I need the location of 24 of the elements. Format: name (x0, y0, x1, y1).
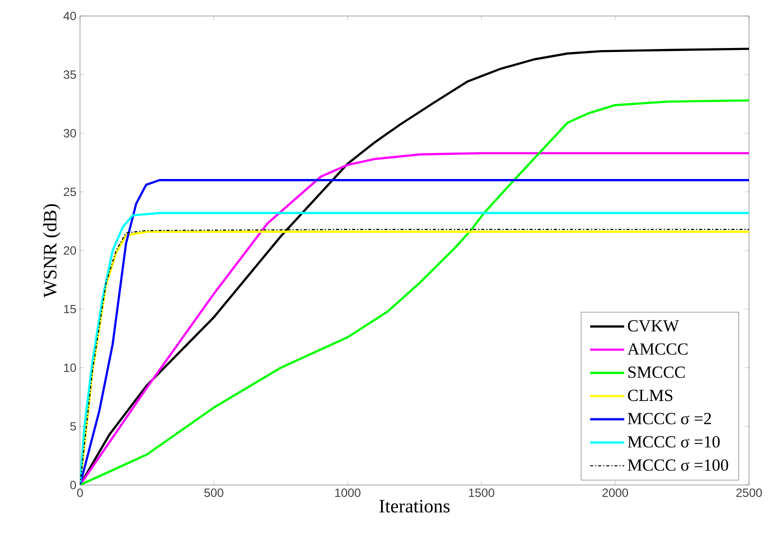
y-tick-label: 10 (64, 364, 76, 372)
y-tick-label: 40 (63, 12, 76, 20)
y-tick-label: 35 (64, 70, 76, 79)
legend-label: CLMS (628, 390, 672, 402)
x-tick-label: 2000 (602, 488, 628, 497)
legend-label: MCCC σ =100 (628, 459, 728, 471)
legend-label: SMCCC (628, 366, 685, 378)
x-tick-label: 1000 (335, 488, 360, 497)
y-tick-label: 0 (70, 480, 76, 490)
y-tick-label: 30 (64, 129, 76, 138)
x-tick-label: 1500 (469, 488, 494, 497)
legend-label: MCCC σ =10 (628, 436, 720, 448)
y-tick-label: 25 (64, 188, 76, 196)
y-tick-label: 20 (64, 246, 76, 255)
x-tick-label: 2500 (736, 488, 762, 497)
x-axis-title: Iterations (379, 500, 450, 513)
y-axis-title: WSNR (dB) (43, 204, 60, 298)
x-tick-label: 500 (204, 488, 224, 497)
y-tick-label: 15 (64, 304, 76, 314)
legend-label: CVKW (628, 320, 679, 332)
x-tick-label: 0 (77, 488, 83, 497)
y-tick-label: 5 (70, 422, 76, 431)
legend-label: MCCC σ =2 (628, 412, 711, 424)
legend-label: AMCCC (627, 343, 688, 355)
